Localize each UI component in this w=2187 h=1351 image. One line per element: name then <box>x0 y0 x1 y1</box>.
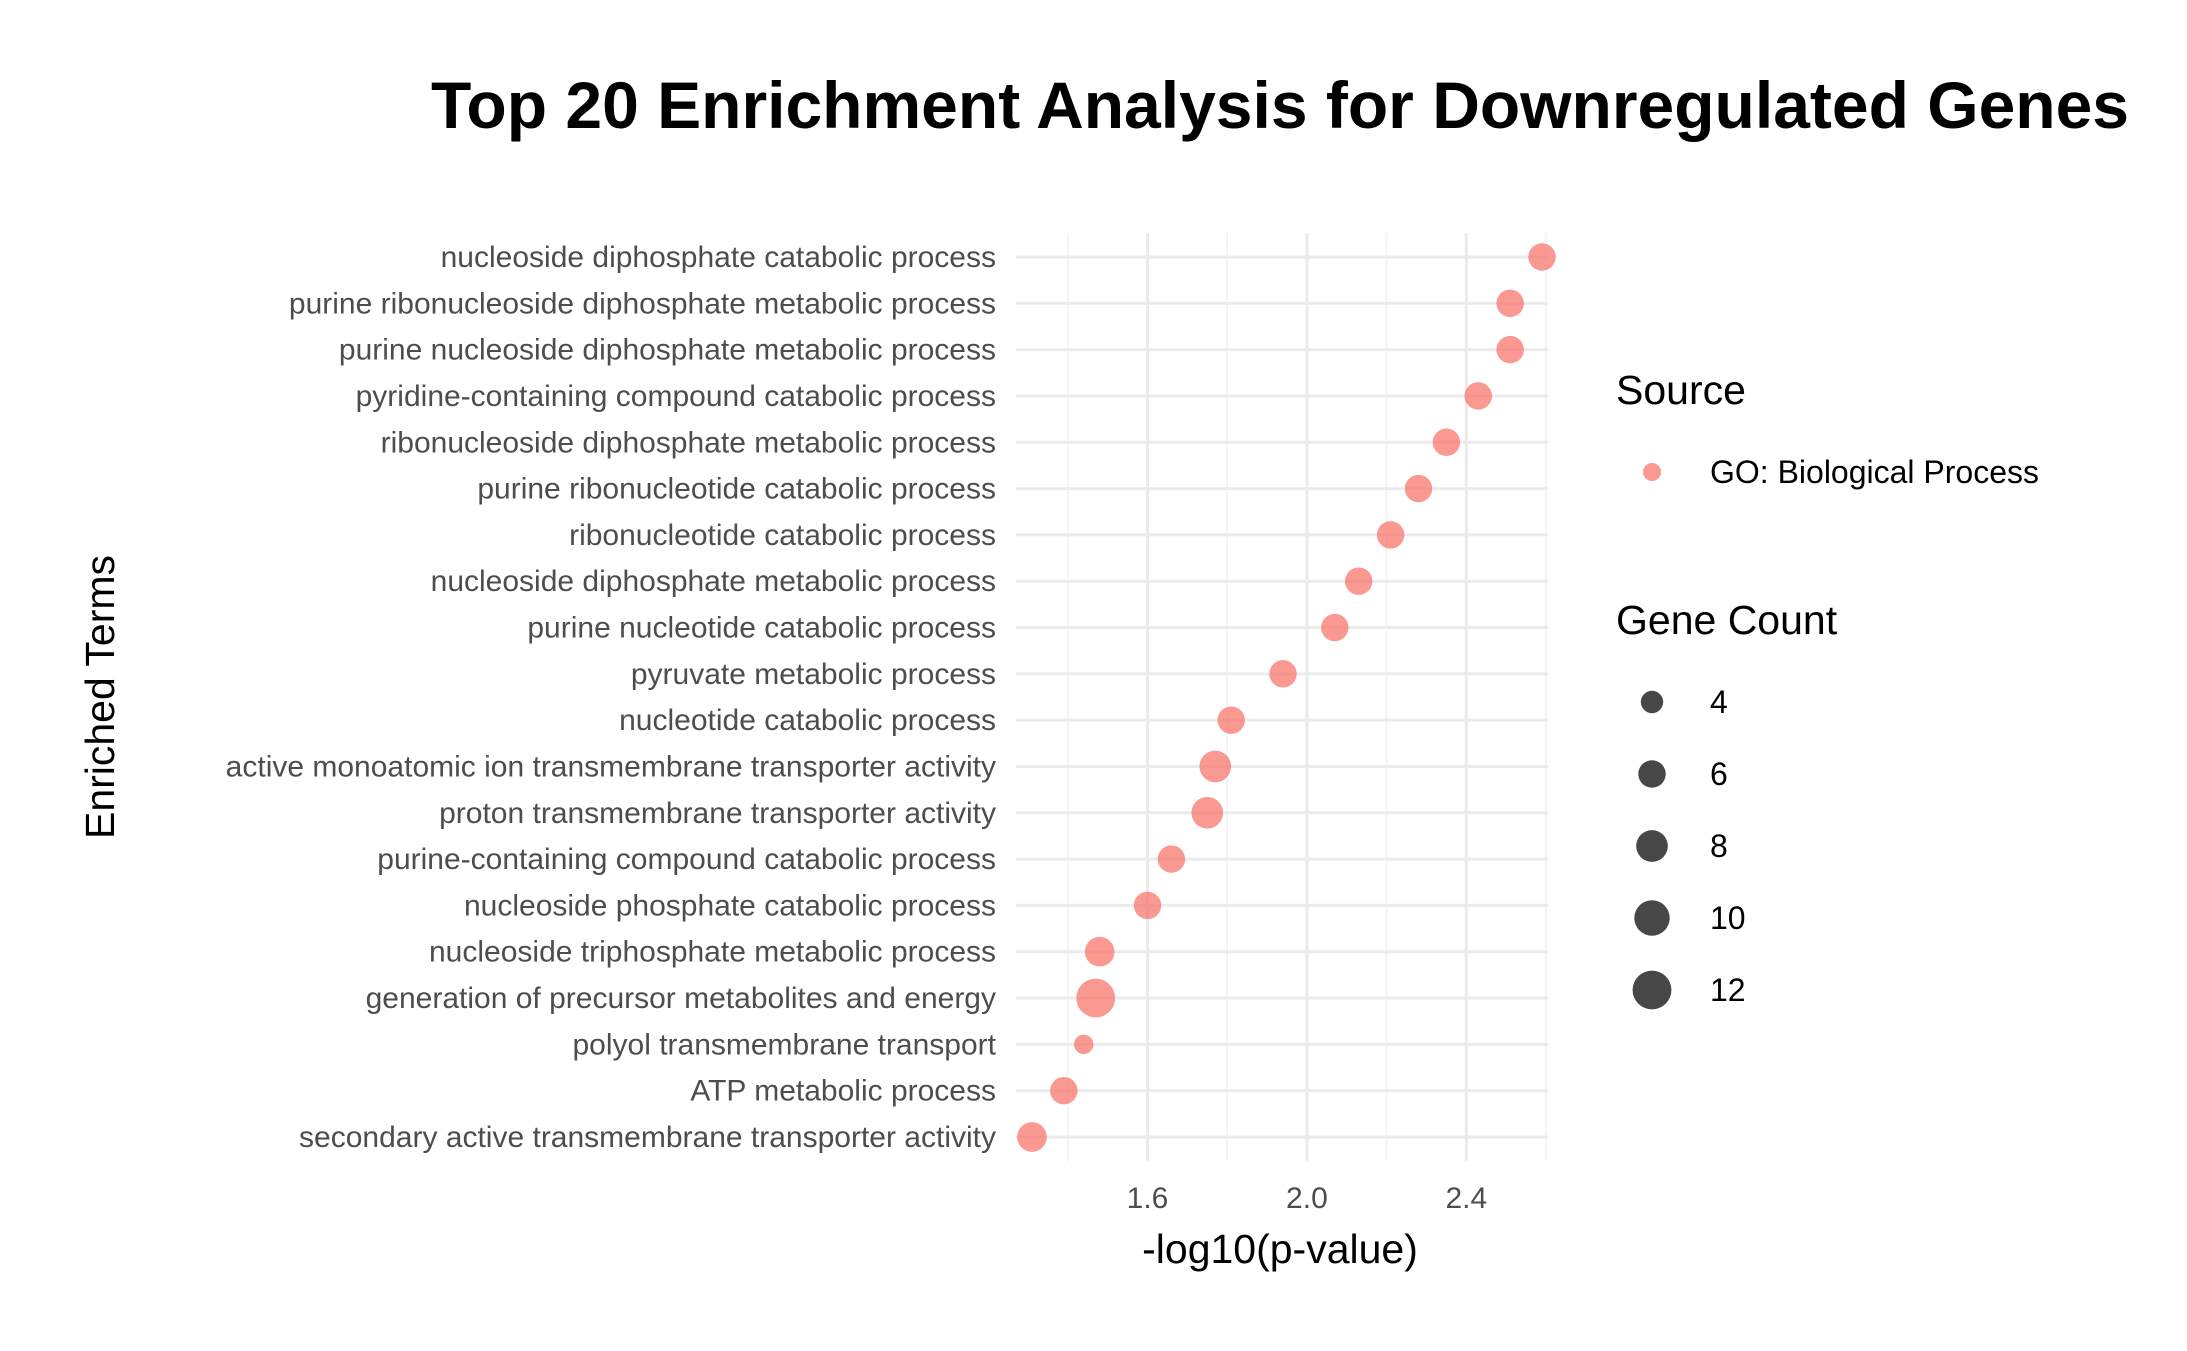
y-tick-label: ATP metabolic process <box>690 1075 996 1108</box>
data-point <box>1133 891 1162 920</box>
legend-source-title: Source <box>1616 367 1746 413</box>
data-point <box>1321 613 1349 642</box>
legend-size-key <box>1634 900 1670 936</box>
data-point <box>1157 845 1186 873</box>
legend-size-label: 12 <box>1710 972 1746 1008</box>
data-point <box>1464 382 1492 410</box>
data-point <box>1191 796 1224 829</box>
y-tick-label: purine-containing compound catabolic pro… <box>377 843 996 876</box>
legend: Source GO: Biological Process Gene Count… <box>1616 367 2039 1010</box>
y-tick-label: generation of precursor metabolites and … <box>366 982 996 1015</box>
x-tick-label: 2.4 <box>1445 1182 1487 1215</box>
y-tick-label: purine ribonucleotide catabolic process <box>477 473 996 506</box>
y-tick-label: nucleoside diphosphate metabolic process <box>431 565 996 598</box>
legend-size-key <box>1632 970 1672 1010</box>
data-point <box>1376 521 1405 549</box>
y-tick-label: active monoatomic ion transmembrane tran… <box>226 750 996 783</box>
data-point <box>1404 474 1433 503</box>
legend-size-label: 10 <box>1710 900 1746 936</box>
y-tick-label: proton transmembrane transporter activit… <box>439 797 996 830</box>
data-point <box>1084 936 1115 967</box>
grid <box>1016 233 1548 1161</box>
legend-size-key <box>1638 760 1666 788</box>
x-tick-label: 2.0 <box>1286 1182 1328 1215</box>
data-point <box>1074 1034 1094 1055</box>
y-tick-label: nucleoside diphosphate catabolic process <box>441 241 996 274</box>
y-tick-label: purine nucleoside diphosphate metabolic … <box>339 334 996 367</box>
legend-source-key <box>1643 463 1661 481</box>
data-point <box>1432 428 1461 456</box>
data-point <box>1017 1122 1047 1152</box>
data-point <box>1344 567 1373 595</box>
y-tick-label: pyridine-containing compound catabolic p… <box>356 380 996 413</box>
x-axis-title: -log10(p-value) <box>1142 1226 1418 1272</box>
legend-size-key <box>1640 690 1664 714</box>
y-tick-label: ribonucleoside diphosphate metabolic pro… <box>381 426 996 459</box>
legend-size-label: 8 <box>1710 828 1728 864</box>
y-tick-label: pyruvate metabolic process <box>631 658 996 691</box>
data-point <box>1217 706 1245 734</box>
data-point <box>1076 978 1116 1018</box>
legend-source-label: GO: Biological Process <box>1710 454 2039 490</box>
data-point <box>1199 750 1232 783</box>
y-tick-label: ribonucleotide catabolic process <box>569 519 996 552</box>
data-point <box>1496 289 1524 318</box>
legend-size-label: 4 <box>1710 684 1728 720</box>
x-tick-label: 1.6 <box>1127 1182 1169 1215</box>
legend-size-title: Gene Count <box>1616 597 1838 643</box>
data-point <box>1050 1076 1078 1105</box>
legend-size-label: 6 <box>1710 756 1728 792</box>
y-tick-label: nucleoside phosphate catabolic process <box>464 889 996 922</box>
legend-size-key <box>1636 830 1668 862</box>
data-point <box>1269 660 1297 688</box>
data-point <box>1528 243 1556 271</box>
x-tick-labels: 1.6 2.0 2.4 <box>1127 1182 1488 1215</box>
y-tick-label: nucleoside triphosphate metabolic proces… <box>429 936 996 969</box>
y-tick-label: purine ribonucleoside diphosphate metabo… <box>289 287 996 320</box>
y-tick-label: polyol transmembrane transport <box>572 1028 996 1061</box>
y-tick-label: secondary active transmembrane transport… <box>299 1121 996 1154</box>
y-tick-label: purine nucleotide catabolic process <box>527 612 996 645</box>
y-tick-label: nucleotide catabolic process <box>619 704 996 737</box>
chart-title: Top 20 Enrichment Analysis for Downregul… <box>431 68 2129 142</box>
data-points <box>1017 243 1556 1152</box>
y-axis-title: Enriched Terms <box>77 555 123 839</box>
y-tick-labels: nucleoside diphosphate catabolic process… <box>226 241 997 1154</box>
data-point <box>1496 335 1524 364</box>
